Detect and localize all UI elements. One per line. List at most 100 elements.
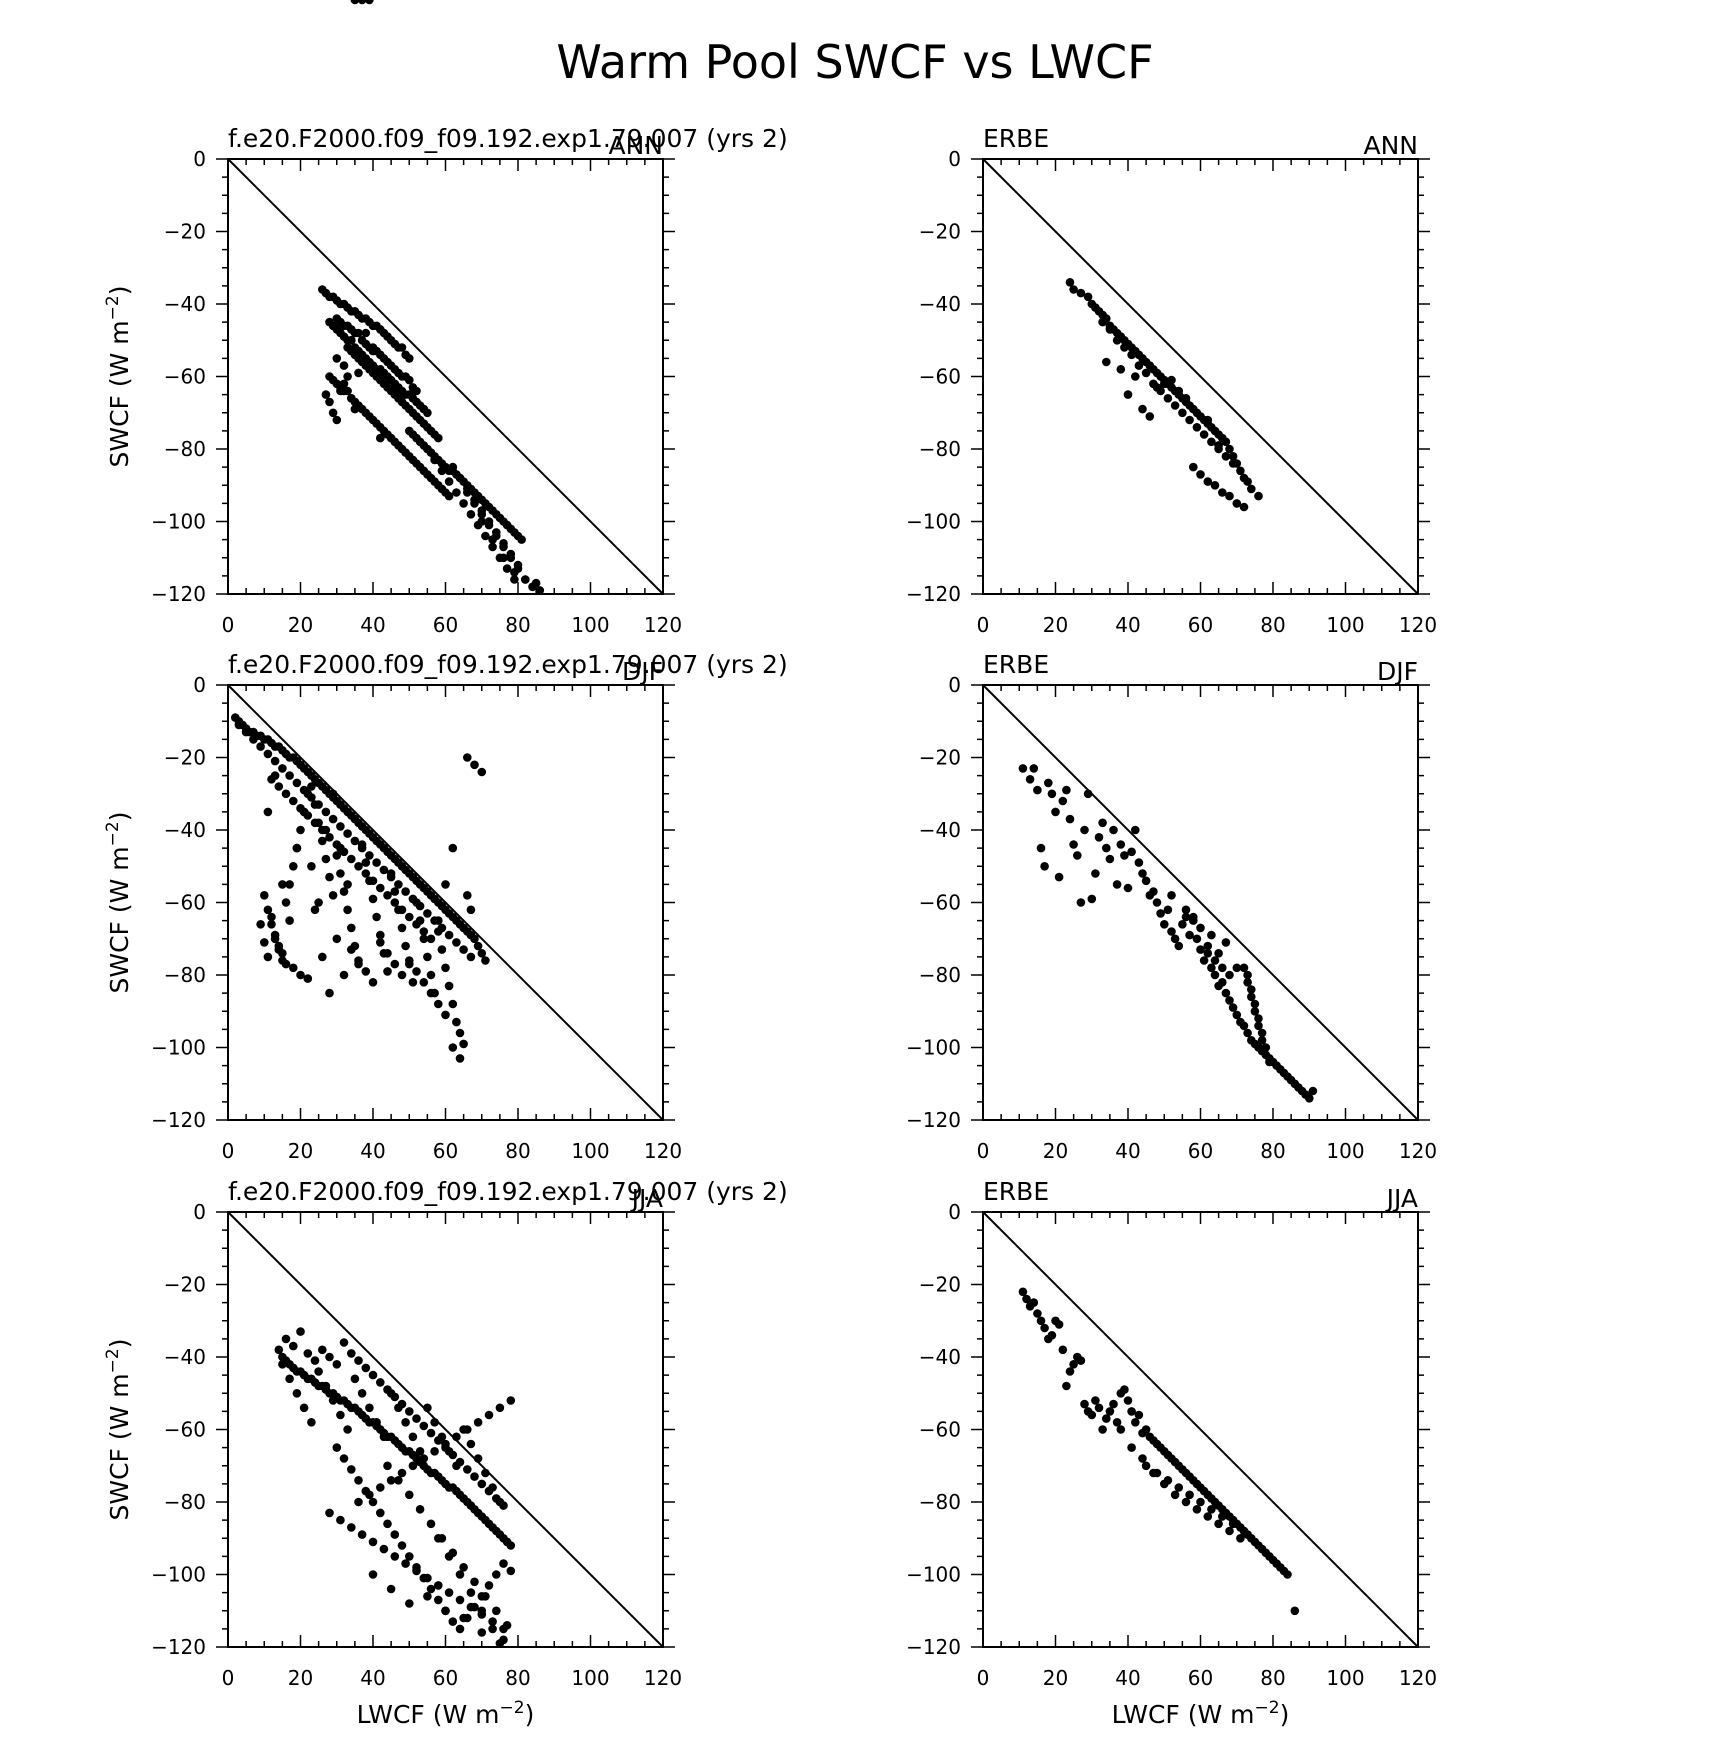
data-point — [1054, 872, 1064, 882]
data-point — [1131, 1418, 1140, 1427]
y-tick-label: −40 — [164, 818, 206, 842]
data-point — [1221, 938, 1231, 947]
data-point — [455, 1595, 465, 1605]
data-point — [1236, 1534, 1245, 1543]
data-point — [332, 851, 342, 860]
data-point — [477, 517, 487, 526]
x-axis-label-exponent: −2 — [1255, 1698, 1280, 1718]
data-point — [448, 1617, 458, 1626]
data-point — [499, 1559, 508, 1568]
data-point — [1257, 1028, 1267, 1038]
y-tick-label: −80 — [919, 963, 961, 987]
x-tick-label: 0 — [977, 613, 990, 637]
x-tick-label: 80 — [505, 1666, 530, 1690]
data-point — [434, 1595, 443, 1605]
data-point — [289, 862, 298, 871]
reference-line — [227, 158, 664, 595]
data-point — [405, 1552, 414, 1561]
data-point — [434, 433, 443, 443]
data-point — [1290, 1606, 1300, 1616]
data-point — [307, 1418, 316, 1427]
y-tick-label: −100 — [151, 1036, 206, 1060]
data-point — [405, 912, 414, 922]
panel-left-label: ERBE — [983, 124, 1049, 153]
x-tick-label: 40 — [360, 613, 385, 637]
data-point — [1065, 278, 1075, 287]
data-point — [368, 876, 378, 886]
data-point — [1218, 963, 1227, 973]
data-point — [477, 1479, 487, 1489]
x-tick-label: 60 — [1188, 1666, 1213, 1690]
data-point — [336, 822, 345, 831]
data-point — [270, 771, 280, 780]
y-axis-label-text: SWCF (W m — [105, 320, 134, 467]
data-point — [1022, 1294, 1031, 1304]
data-point — [455, 473, 465, 483]
data-point — [357, 1530, 367, 1539]
x-tick-label: 40 — [1115, 613, 1140, 637]
x-tick-label: 40 — [1115, 1139, 1140, 1163]
data-point — [1112, 336, 1122, 345]
data-point — [1131, 372, 1140, 381]
data-point — [531, 578, 541, 588]
data-point — [318, 1345, 327, 1355]
x-axis-label-text: LWCF (W m — [1112, 1700, 1255, 1729]
data-point — [1069, 1360, 1078, 1369]
data-point — [383, 1461, 392, 1471]
data-point — [350, 0, 360, 5]
data-point — [347, 854, 356, 864]
data-point — [249, 735, 258, 744]
data-point — [481, 1592, 490, 1601]
x-tick-label: 20 — [1043, 1666, 1068, 1690]
data-point — [1196, 923, 1205, 933]
data-point — [328, 1396, 338, 1405]
data-point — [383, 949, 392, 958]
data-point — [289, 796, 298, 806]
data-point — [1141, 1461, 1151, 1471]
data-point — [1073, 851, 1082, 860]
data-point — [1127, 847, 1136, 857]
x-tick-label: 120 — [1399, 1666, 1437, 1690]
data-point — [281, 1334, 291, 1344]
data-point — [1109, 1399, 1118, 1409]
data-point — [1196, 945, 1205, 954]
data-point — [347, 1349, 356, 1358]
y-tick-label: −60 — [164, 365, 206, 389]
data-point — [401, 941, 410, 951]
data-point — [332, 934, 342, 944]
x-tick-label: 40 — [360, 1666, 385, 1690]
data-point — [1232, 1010, 1242, 1020]
data-point — [1218, 488, 1227, 497]
data-point — [1199, 430, 1209, 439]
data-point — [365, 1403, 374, 1413]
data-point — [463, 1425, 472, 1434]
x-tick-label: 0 — [977, 1139, 990, 1163]
data-point — [492, 1494, 501, 1503]
data-point — [430, 455, 439, 465]
data-point — [459, 1613, 468, 1623]
data-point — [415, 1505, 425, 1514]
data-point — [1094, 1403, 1104, 1413]
data-point — [1044, 778, 1053, 788]
data-point — [419, 927, 429, 936]
data-point — [376, 1483, 385, 1492]
data-point — [1036, 1316, 1046, 1326]
data-point — [444, 981, 454, 991]
y-tick-label: −120 — [151, 1108, 206, 1132]
data-point — [278, 764, 287, 773]
data-point — [397, 1399, 407, 1409]
data-point — [303, 789, 313, 799]
data-point — [1054, 1320, 1064, 1329]
data-point — [426, 934, 436, 944]
data-point — [459, 1563, 468, 1572]
data-point — [260, 891, 269, 900]
data-point — [441, 880, 450, 889]
reference-line — [227, 684, 664, 1121]
data-point — [466, 1588, 476, 1597]
data-point — [488, 1624, 497, 1634]
x-tick-label: 80 — [505, 1139, 530, 1163]
data-point — [1199, 956, 1209, 965]
data-point — [281, 789, 291, 799]
data-point — [1098, 317, 1107, 327]
data-point — [1156, 909, 1165, 918]
